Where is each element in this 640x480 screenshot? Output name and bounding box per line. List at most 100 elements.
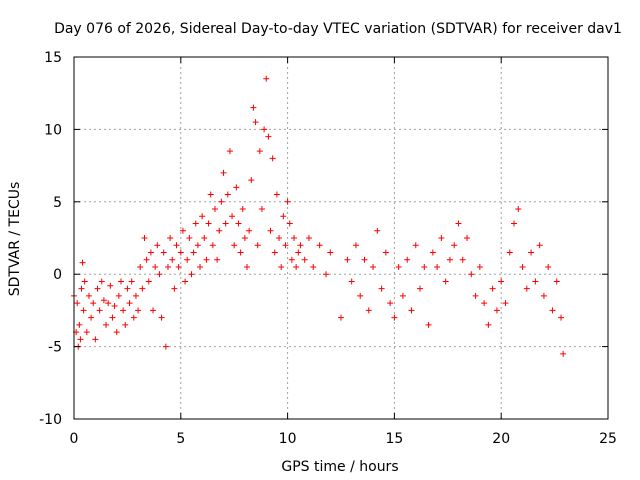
data-point [152, 263, 159, 270]
data-point [143, 256, 150, 263]
data-point [485, 321, 492, 328]
data-point [476, 263, 483, 270]
data-point [100, 297, 107, 304]
data-point [150, 307, 157, 314]
x-tick-label: 15 [385, 431, 403, 447]
data-point [417, 285, 424, 292]
data-point [511, 220, 518, 227]
data-point [130, 314, 137, 321]
data-point [489, 285, 496, 292]
data-point [214, 256, 221, 263]
data-point [188, 271, 195, 278]
data-point [231, 242, 238, 249]
data-point [113, 329, 120, 336]
data-point [305, 235, 312, 241]
data-point [382, 249, 389, 256]
data-point [135, 307, 142, 314]
data-point [451, 242, 458, 249]
data-point [160, 249, 167, 256]
data-point [80, 307, 87, 314]
data-point [83, 329, 90, 336]
data-point [301, 256, 308, 263]
data-point [78, 285, 85, 292]
data-point [271, 249, 278, 256]
data-point [182, 278, 189, 285]
data-point [229, 213, 236, 220]
data-point [280, 213, 287, 220]
data-point [459, 256, 466, 263]
data-point [167, 235, 174, 241]
data-point [252, 119, 259, 126]
data-point [246, 227, 253, 234]
y-axis-label: SDTVAR / TECUs [7, 182, 23, 297]
data-point [348, 278, 355, 285]
data-point [276, 235, 283, 241]
data-point [357, 292, 364, 299]
data-point [291, 235, 298, 241]
data-point [139, 285, 146, 292]
data-point [408, 307, 415, 314]
data-point [265, 133, 272, 140]
data-point [173, 242, 180, 249]
data-point [137, 263, 144, 270]
data-point [74, 300, 81, 307]
data-point [158, 314, 165, 321]
data-point [98, 278, 105, 285]
data-point [553, 278, 560, 285]
data-point [190, 249, 197, 256]
data-point [226, 148, 233, 155]
data-point [282, 242, 289, 249]
data-point [263, 75, 270, 82]
data-point [141, 235, 148, 241]
data-point [233, 184, 240, 191]
data-point [327, 249, 334, 256]
data-point [184, 256, 191, 263]
data-point [532, 278, 539, 285]
data-point [117, 278, 124, 285]
plot-frame [73, 56, 609, 420]
data-point [109, 314, 116, 321]
grid [74, 57, 608, 419]
data-point [295, 249, 302, 256]
data-point [162, 343, 169, 350]
data-point [220, 169, 227, 176]
y-tick-label: -5 [48, 340, 62, 356]
data-point [201, 235, 208, 241]
data-point [156, 271, 163, 278]
ticks [73, 56, 609, 420]
x-tick-label: 5 [176, 431, 185, 447]
data-point [560, 350, 567, 357]
data-point [481, 300, 488, 307]
data-point [169, 256, 176, 263]
data-point [132, 292, 139, 299]
data-point [235, 220, 242, 227]
data-point [536, 242, 543, 249]
data-point [316, 242, 323, 249]
data-point [256, 148, 263, 155]
data-point [192, 220, 199, 227]
data-point [267, 227, 274, 234]
y-tick-label: -10 [39, 412, 62, 428]
data-point [493, 307, 500, 314]
y-tick-label: 0 [53, 267, 62, 283]
data-point [222, 220, 229, 227]
data-point [361, 256, 368, 263]
data-point [323, 271, 330, 278]
data-point [207, 191, 214, 198]
data-point [239, 206, 246, 213]
data-point [254, 242, 261, 249]
data-point [171, 285, 178, 292]
data-point [248, 177, 255, 184]
x-tick-label: 20 [492, 431, 510, 447]
data-point [472, 292, 479, 299]
data-point [338, 314, 344, 321]
data-point [211, 206, 218, 213]
data-point [92, 336, 99, 343]
data-point [124, 285, 131, 292]
data-point [523, 285, 530, 292]
data-point [352, 242, 359, 249]
data-point [128, 278, 135, 285]
data-point [241, 235, 248, 241]
data-point [269, 155, 276, 162]
data-point [399, 292, 406, 299]
